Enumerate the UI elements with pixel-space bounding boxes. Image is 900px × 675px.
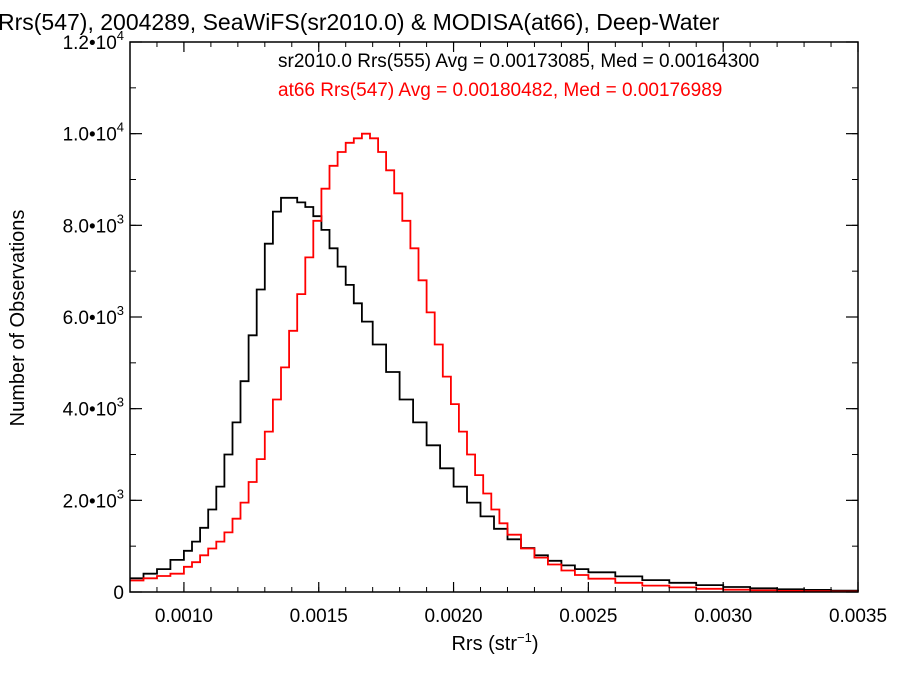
y-tick-label: 4.0•103 xyxy=(63,395,124,421)
y-tick-label: 2.0•103 xyxy=(63,486,124,512)
y-tick-label: 8.0•103 xyxy=(63,211,124,237)
y-axis-ticks: 0 2.0•103 4.0•103 6.0•103 8.0•103 1.0•104 1.2•… xyxy=(63,28,858,604)
chart-title: Rrs(547), 2004289, SeaWiFS(sr2010.0) & M… xyxy=(0,9,720,35)
x-axis-label-exponent: −1 xyxy=(517,630,532,645)
x-tick-label: 0.0035 xyxy=(829,606,887,627)
y-axis-label: Number of Observations xyxy=(7,210,29,427)
y-tick-label: 0 xyxy=(113,583,124,604)
x-tick-label: 0.0015 xyxy=(290,606,348,627)
x-axis-ticks: 0.0010 0.0015 0.0020 0.0025 0.0030 0.0035 xyxy=(129,42,887,627)
y-tick-label: 1.2•104 xyxy=(63,28,124,54)
y-tick-label: 1.0•104 xyxy=(63,120,124,146)
x-axis-label-base: Rrs (str xyxy=(451,633,517,655)
annotation-sr2010: sr2010.0 Rrs(555) Avg = 0.00173085, Med … xyxy=(278,51,759,72)
x-tick-label: 0.0025 xyxy=(559,606,617,627)
series-line-0 xyxy=(130,196,859,592)
series-layer xyxy=(130,132,859,593)
x-axis-label-close: ) xyxy=(532,633,539,655)
x-tick-label: 0.0030 xyxy=(694,606,752,627)
series-line-1 xyxy=(130,132,859,593)
x-axis-label: Rrs (str−1) xyxy=(451,630,538,655)
y-tick-label: 6.0•103 xyxy=(63,303,124,329)
x-tick-label: 0.0020 xyxy=(424,606,482,627)
annotation-at66: at66 Rrs(547) Avg = 0.00180482, Med = 0.… xyxy=(278,80,722,101)
x-tick-label: 0.0010 xyxy=(155,606,213,627)
